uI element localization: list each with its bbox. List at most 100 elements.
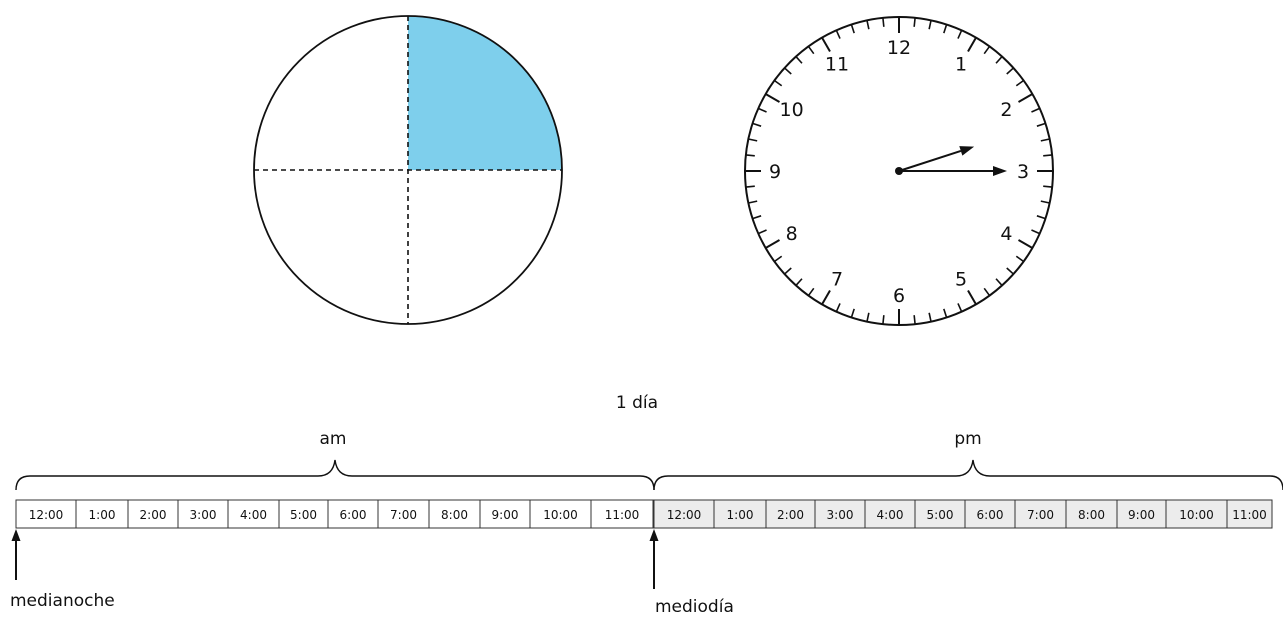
hour-tick — [1018, 239, 1033, 249]
hour-tick — [821, 37, 831, 52]
minute-tick — [957, 29, 963, 39]
pm-hour-label: 8:00 — [1078, 508, 1105, 522]
am-hour-cell — [278, 499, 329, 529]
pm-hour-label: 4:00 — [877, 508, 904, 522]
minute-tick — [757, 107, 767, 113]
am-hour-cell — [377, 499, 430, 529]
am-hour-label: 3:00 — [190, 508, 217, 522]
pm-hour-label: 5:00 — [927, 508, 954, 522]
am-hour-label: 8:00 — [441, 508, 468, 522]
clock-number: 2 — [1000, 99, 1012, 121]
minute-tick — [995, 278, 1003, 286]
midnight-arrow — [11, 529, 21, 580]
pm-hour-label: 10:00 — [1179, 508, 1214, 522]
am-label: am — [320, 429, 347, 449]
minute-tick — [913, 17, 916, 27]
pm-hour-label: 2:00 — [777, 508, 804, 522]
minute-tick — [943, 308, 948, 318]
am-hour-cell — [177, 499, 229, 529]
minute-tick — [928, 20, 932, 30]
am-hour-label: 7:00 — [390, 508, 417, 522]
hour-tick — [821, 290, 831, 305]
minute-tick — [784, 67, 792, 75]
minute-tick — [752, 215, 762, 220]
minute-tick — [1040, 138, 1050, 142]
clock-center — [895, 167, 903, 175]
clock-number: 7 — [831, 268, 843, 290]
minute-tick — [1040, 200, 1050, 204]
hour-cells: 12:00 1:00 2:00 3:00 4:00 5:00 6:00 7:00 8:00 9:0… — [15, 499, 1273, 529]
clock-number: 6 — [893, 285, 905, 307]
pm-label: pm — [954, 429, 981, 449]
am-hour-cell — [479, 499, 531, 529]
am-hour-label: 1:00 — [89, 508, 116, 522]
am-hour-label: 2:00 — [140, 508, 167, 522]
pm-hour-label: 9:00 — [1128, 508, 1155, 522]
am-hour-label: 4:00 — [240, 508, 267, 522]
clock-number: 3 — [1017, 161, 1029, 183]
am-hour-label: 5:00 — [290, 508, 317, 522]
day-timeline: 1 día am pm 12:00 1:00 2:00 3:00 4:00 5:00 6:0… — [10, 393, 1283, 617]
minute-tick — [748, 200, 758, 204]
am-hour-cell — [227, 499, 280, 529]
pm-hour-label: 7:00 — [1027, 508, 1054, 522]
hour-tick — [1018, 93, 1033, 103]
minute-tick — [835, 29, 841, 39]
am-hour-label: 10:00 — [543, 508, 578, 522]
pm-hour-label: 11:00 — [1232, 508, 1267, 522]
fraction-circle — [253, 15, 563, 325]
pm-hour-label: 3:00 — [827, 508, 854, 522]
pm-hour-label: 6:00 — [977, 508, 1004, 522]
pm-brace — [653, 459, 1283, 491]
am-hour-cell — [428, 499, 481, 529]
pm-hour-cell — [1116, 499, 1167, 529]
pm-hour-cell — [1065, 499, 1118, 529]
minute-tick — [807, 287, 815, 297]
minute-tick — [748, 138, 758, 142]
noon-arrow — [649, 529, 659, 589]
hour-tick — [967, 37, 977, 52]
minute-tick — [1015, 255, 1025, 263]
minute-tick — [1043, 154, 1053, 157]
midnight-label: medianoche — [10, 591, 115, 611]
am-hour-cell — [327, 499, 379, 529]
minute-tick — [866, 312, 870, 322]
pm-hour-cell — [814, 499, 866, 529]
clock-hands — [895, 146, 1007, 176]
minute-tick — [1031, 229, 1041, 235]
pm-hour-cell — [1165, 499, 1228, 529]
minute-tick — [882, 315, 885, 325]
pm-hour-cell — [914, 499, 966, 529]
am-hour-cell — [590, 499, 654, 529]
am-hour-cell — [15, 499, 77, 529]
shaded-quarter — [408, 16, 562, 170]
clock-ticks — [745, 17, 1053, 325]
minute-tick — [745, 185, 755, 188]
minute-tick — [866, 20, 870, 30]
am-hour-label: 9:00 — [492, 508, 519, 522]
minute-tick — [745, 154, 755, 157]
pm-hour-cell — [1226, 499, 1273, 529]
pm-hour-label: 12:00 — [667, 508, 702, 522]
timeline-title: 1 día — [616, 393, 658, 413]
minute-tick — [928, 312, 932, 322]
minute-tick — [773, 255, 783, 263]
minute-tick — [913, 315, 916, 325]
clock-number: 4 — [1000, 223, 1012, 245]
clock-number: 11 — [825, 54, 849, 76]
am-hour-cell — [127, 499, 179, 529]
minute-tick — [943, 24, 948, 34]
minute-tick — [835, 303, 841, 313]
minute-tick — [1006, 67, 1014, 75]
am-hour-label: 6:00 — [340, 508, 367, 522]
minute-tick — [983, 287, 991, 297]
clock-number: 8 — [786, 223, 798, 245]
am-hour-cell — [75, 499, 129, 529]
minute-tick — [983, 45, 991, 55]
clock-number: 12 — [887, 37, 911, 59]
clock-number: 5 — [955, 268, 967, 290]
minute-tick — [1036, 122, 1046, 127]
clock-number: 9 — [769, 161, 781, 183]
